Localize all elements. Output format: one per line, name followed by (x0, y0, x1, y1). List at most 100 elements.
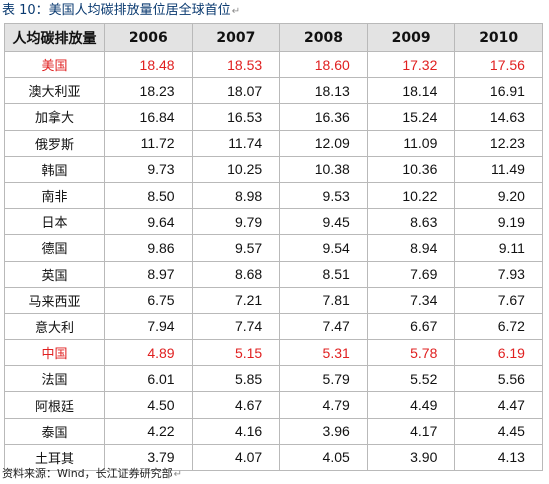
value-cell: 8.68 (191, 260, 281, 288)
value-cell: 7.47 (279, 312, 368, 341)
value-cell: 8.63 (366, 208, 456, 236)
table-body: 美国 18.48 18.53 18.60 17.32 17.56 澳大利亚 18.23 18.0… (4, 50, 543, 472)
value-cell: 18.13 (279, 77, 368, 105)
value-cell: 9.86 (104, 234, 193, 262)
country-cell: 中国 (4, 339, 105, 367)
value-cell: 16.91 (454, 77, 543, 105)
country-cell: 俄罗斯 (4, 129, 105, 157)
paragraph-mark-icon: ↵ (231, 6, 241, 17)
value-cell: 4.07 (191, 443, 281, 472)
value-cell: 11.09 (366, 129, 456, 157)
value-cell: 10.36 (366, 155, 456, 183)
value-cell: 7.34 (366, 286, 456, 314)
value-cell: 7.81 (279, 286, 368, 314)
value-cell: 9.64 (104, 208, 193, 236)
column-header-2008: 2008 (279, 23, 368, 52)
country-cell: 日本 (4, 208, 105, 236)
value-cell: 11.74 (191, 129, 281, 157)
value-cell: 7.67 (454, 286, 543, 314)
value-cell: 8.51 (279, 260, 368, 288)
table-row: 日本 9.64 9.79 9.45 8.63 9.19 (4, 208, 543, 236)
table-row: 加拿大 16.84 16.53 16.36 15.24 14.63 (4, 103, 543, 131)
value-cell: 9.45 (279, 208, 368, 236)
value-cell: 5.78 (366, 339, 456, 367)
table-row: 英国 8.97 8.68 8.51 7.69 7.93 (4, 260, 543, 288)
value-cell: 18.23 (104, 77, 193, 105)
value-cell: 6.01 (104, 365, 193, 393)
value-cell: 16.36 (279, 103, 368, 131)
table-row: 韩国 9.73 10.25 10.38 10.36 11.49 (4, 155, 543, 183)
table-row: 阿根廷 4.50 4.67 4.79 4.49 4.47 (4, 391, 543, 419)
table-row: 美国 18.48 18.53 18.60 17.32 17.56 (4, 50, 543, 79)
value-cell: 8.50 (104, 181, 193, 210)
value-cell: 17.32 (366, 50, 456, 79)
country-cell: 澳大利亚 (4, 77, 105, 105)
table-row: 德国 9.86 9.57 9.54 8.94 9.11 (4, 234, 543, 262)
country-cell: 泰国 (4, 417, 105, 445)
value-cell: 7.69 (366, 260, 456, 288)
value-cell: 4.45 (454, 417, 543, 445)
value-cell: 6.75 (104, 286, 193, 314)
value-cell: 7.93 (454, 260, 543, 288)
value-cell: 9.57 (191, 234, 281, 262)
source-note: 资料来源：Wind，长江证券研究部↵ (2, 465, 182, 483)
value-cell: 5.85 (191, 365, 281, 393)
table-caption: 表 10：美国人均碳排放量位居全球首位↵ (2, 0, 240, 22)
value-cell: 4.67 (191, 391, 281, 419)
value-cell: 9.53 (279, 181, 368, 210)
value-cell: 4.05 (279, 443, 368, 472)
table-row: 澳大利亚 18.23 18.07 18.13 18.14 16.91 (4, 77, 543, 105)
country-cell: 德国 (4, 234, 105, 262)
value-cell: 17.56 (454, 50, 543, 79)
value-cell: 3.96 (279, 417, 368, 445)
value-cell: 18.60 (279, 50, 368, 79)
value-cell: 10.38 (279, 155, 368, 183)
carbon-emission-table: 人均碳排放量 2006 2007 2008 2009 2010 美国 18.48 1… (4, 23, 543, 472)
table-row: 泰国 4.22 4.16 3.96 4.17 4.45 (4, 417, 543, 445)
value-cell: 9.79 (191, 208, 281, 236)
table-row: 土耳其 3.79 4.07 4.05 3.90 4.13 (4, 443, 543, 472)
country-cell: 南非 (4, 181, 105, 210)
column-header-2010: 2010 (454, 23, 543, 52)
country-cell: 土耳其 (4, 443, 105, 472)
country-cell: 马来西亚 (4, 286, 105, 314)
value-cell: 4.79 (279, 391, 368, 419)
value-cell: 7.74 (191, 312, 281, 341)
value-cell: 9.20 (454, 181, 543, 210)
column-header-metric: 人均碳排放量 (4, 23, 105, 52)
country-cell: 美国 (4, 50, 105, 79)
value-cell: 9.11 (454, 234, 543, 262)
value-cell: 11.49 (454, 155, 543, 183)
paragraph-mark-icon: ↵ (173, 469, 183, 480)
country-cell: 意大利 (4, 312, 105, 341)
value-cell: 4.22 (104, 417, 193, 445)
value-cell: 15.24 (366, 103, 456, 131)
value-cell: 8.98 (191, 181, 281, 210)
value-cell: 10.25 (191, 155, 281, 183)
value-cell: 12.09 (279, 129, 368, 157)
value-cell: 5.15 (191, 339, 281, 367)
value-cell: 5.56 (454, 365, 543, 393)
column-header-2006: 2006 (104, 23, 193, 52)
value-cell: 4.47 (454, 391, 543, 419)
value-cell: 6.72 (454, 312, 543, 341)
country-cell: 英国 (4, 260, 105, 288)
value-cell: 18.53 (191, 50, 281, 79)
value-cell: 18.14 (366, 77, 456, 105)
value-cell: 16.84 (104, 103, 193, 131)
value-cell: 4.89 (104, 339, 193, 367)
value-cell: 8.94 (366, 234, 456, 262)
country-cell: 法国 (4, 365, 105, 393)
table-row: 南非 8.50 8.98 9.53 10.22 9.20 (4, 181, 543, 210)
value-cell: 10.22 (366, 181, 456, 210)
table-header-row: 人均碳排放量 2006 2007 2008 2009 2010 (4, 23, 543, 52)
value-cell: 7.21 (191, 286, 281, 314)
value-cell: 5.79 (279, 365, 368, 393)
value-cell: 14.63 (454, 103, 543, 131)
table-row: 俄罗斯 11.72 11.74 12.09 11.09 12.23 (4, 129, 543, 157)
value-cell: 8.97 (104, 260, 193, 288)
value-cell: 6.19 (454, 339, 543, 367)
value-cell: 16.53 (191, 103, 281, 131)
value-cell: 5.31 (279, 339, 368, 367)
value-cell: 18.07 (191, 77, 281, 105)
